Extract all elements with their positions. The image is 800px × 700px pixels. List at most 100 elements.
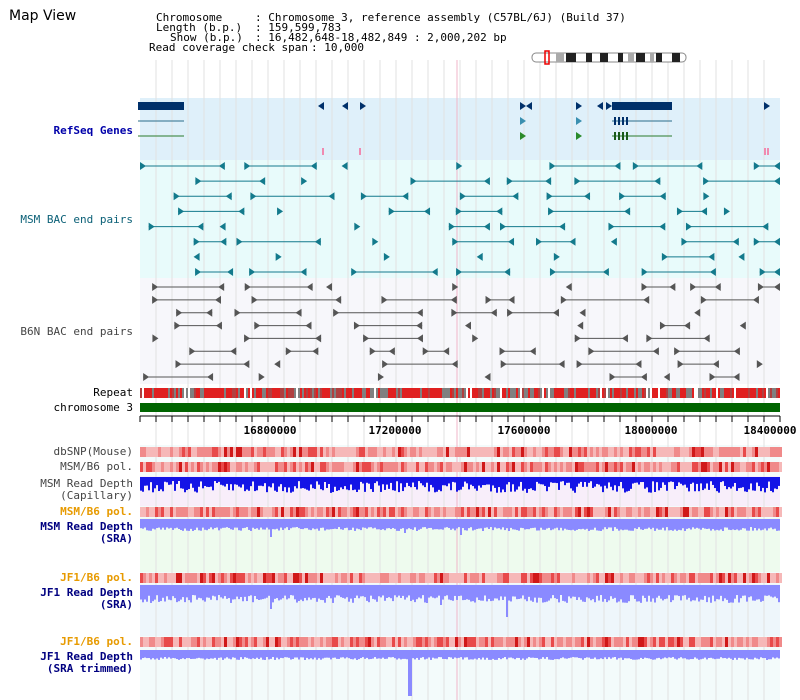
msm-sra-depth-bar — [756, 519, 758, 531]
jf1-b6-pol-heat — [305, 637, 308, 647]
msm-b6-pol-heat — [533, 507, 536, 517]
jf1-sra-depth-bar — [690, 585, 692, 602]
msm-b6-pol-heat — [773, 462, 776, 472]
jf1-sra-depth-bar — [636, 585, 638, 602]
msm-sra-depth-bar — [198, 519, 200, 531]
msm-capillary-depth-bar — [396, 477, 398, 482]
msm-b6-pol-heat — [314, 507, 317, 517]
jf1-sra-depth-bar — [258, 585, 260, 600]
jf1-sra-depth-bar — [314, 585, 316, 598]
dbsnp-heat — [647, 447, 650, 457]
b6n-bac-end — [700, 295, 707, 304]
msm-bac-end — [708, 252, 715, 261]
msm-sra-depth-bar — [746, 519, 748, 531]
msm-sra-depth-bar — [658, 519, 660, 530]
repeat-segment — [412, 388, 414, 398]
msm-b6-pol-heat — [272, 507, 275, 517]
track-label-b6n-bac[interactable]: B6N BAC end pairs — [20, 325, 133, 338]
msm-capillary-depth-bar — [442, 477, 444, 486]
msm-b6-pol-heat — [764, 507, 767, 517]
jf1-trimmed-depth-bar — [302, 650, 304, 658]
msm-sra-depth-bar — [752, 519, 754, 531]
dbsnp-heat — [779, 447, 782, 457]
jf1-trimmed-depth-bar — [402, 650, 404, 659]
jf1-trimmed-depth-bar — [298, 650, 300, 660]
b6n-bac-end — [206, 308, 213, 317]
msm-sra-depth-bar — [190, 519, 192, 529]
msm-capillary-depth-bar — [516, 477, 518, 490]
track-label-refseq-genes[interactable]: RefSeq Genes — [53, 124, 133, 137]
jf1-sra-depth-bar — [644, 585, 646, 599]
jf1-trimmed-depth-bar — [204, 650, 206, 660]
jf1-sra-depth-bar — [382, 585, 384, 596]
dbsnp-heat — [623, 447, 626, 457]
jf1-b6-pol-heat — [581, 573, 584, 583]
jf1-b6-pol-heat — [239, 637, 242, 647]
msm-capillary-depth-bar — [378, 477, 380, 486]
dbsnp-heat — [629, 447, 632, 457]
msm-capillary-depth-bar — [596, 477, 598, 484]
repeat-segment — [236, 388, 238, 398]
repeat-segment — [238, 388, 240, 398]
msm-sra-depth-bar — [622, 519, 624, 531]
msm-b6-pol-heat — [158, 462, 161, 472]
msm-b6-pol-heat — [563, 462, 566, 472]
jf1-b6-pol-heat — [383, 573, 386, 583]
jf1-b6-pol-heat — [773, 637, 776, 647]
jf1-b6-pol-heat — [377, 573, 380, 583]
msm-b6-pol-heat — [377, 507, 380, 517]
repeat-segment — [424, 388, 426, 398]
jf1-trimmed-depth-bar — [668, 650, 670, 658]
repeat-segment — [302, 388, 304, 398]
jf1-b6-pol-heat — [422, 573, 425, 583]
msm-capillary-depth-bar — [604, 477, 606, 486]
length-key: Length (b.p.) — [156, 21, 243, 34]
msm-b6-pol-heat — [731, 462, 734, 472]
dbsnp-heat — [194, 447, 197, 457]
msm-b6-pol-heat — [521, 462, 524, 472]
msm-capillary-depth-bar — [238, 477, 240, 487]
jf1-trimmed-depth-bar — [276, 650, 278, 658]
msm-bac-end — [545, 177, 552, 186]
jf1-b6-pol-heat — [500, 637, 503, 647]
gene-block — [612, 102, 672, 110]
msm-sra-depth-bar — [556, 519, 558, 528]
msm-b6-pol-heat — [638, 462, 641, 472]
msm-b6-pol-heat — [590, 462, 593, 472]
track-label-msm-bac[interactable]: MSM BAC end pairs — [20, 213, 133, 226]
msm-b6-pol-heat — [650, 507, 653, 517]
jf1-sra-depth-bar — [726, 585, 728, 600]
b6n-bac-end — [558, 360, 565, 369]
msm-sra-depth-bar — [246, 519, 248, 528]
msm-b6-pol-heat — [437, 507, 440, 517]
msm-b6-pol-heat — [434, 462, 437, 472]
jf1-trimmed-depth-bar — [270, 650, 272, 659]
repeat-segment — [518, 388, 520, 398]
msm-b6-pol-heat — [497, 507, 500, 517]
jf1-sra-depth-bar — [410, 585, 412, 602]
jf1-b6-pol-heat — [725, 637, 728, 647]
jf1-sra-depth-bar — [640, 585, 642, 603]
dbsnp-heat — [761, 447, 764, 457]
jf1-b6-pol-heat — [575, 573, 578, 583]
msm-capillary-depth-bar — [726, 477, 728, 490]
repeat-segment — [310, 388, 312, 398]
jf1-b6-pol-heat — [617, 573, 620, 583]
jf1-sra-depth-bar — [394, 585, 396, 596]
jf1-b6-pol-heat — [542, 573, 545, 583]
msm-capillary-depth-bar — [268, 477, 270, 487]
jf1-trimmed-depth-bar — [530, 650, 532, 658]
msm-capillary-depth-bar — [218, 477, 220, 482]
msm-sra-depth-bar — [692, 519, 694, 528]
repeat-segment — [292, 388, 294, 398]
track-label-msm-depth-sra-sub: (SRA) — [99, 532, 133, 545]
repeat-segment — [232, 388, 234, 398]
gene-exon — [622, 132, 624, 140]
msm-sra-depth-bar — [148, 519, 150, 531]
jf1-sra-depth-bar — [346, 585, 348, 598]
msm-b6-pol-heat — [263, 462, 266, 472]
dbsnp-heat — [704, 447, 707, 457]
jf1-trimmed-depth-bar — [160, 650, 162, 658]
msm-capillary-depth-bar — [622, 477, 624, 489]
